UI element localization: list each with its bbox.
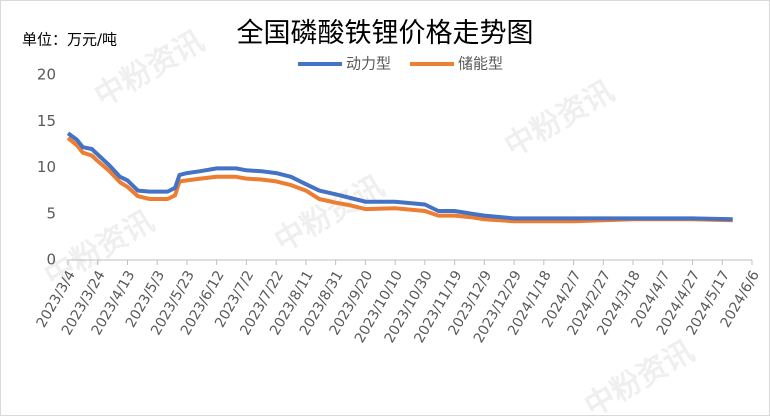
legend-label: 动力型 — [346, 55, 391, 73]
y-tick-label: 20 — [37, 66, 56, 84]
unit-label: 单位：万元/吨 — [22, 31, 117, 49]
y-tick-label: 15 — [37, 112, 56, 130]
line-series — [66, 131, 733, 222]
y-tick-label: 0 — [46, 251, 56, 269]
legend-label: 储能型 — [458, 55, 503, 73]
line-series — [66, 136, 733, 224]
chart-title: 全国磷酸铁锂价格走势图 — [237, 18, 534, 48]
y-tick-label: 5 — [46, 204, 56, 222]
y-tick-label: 10 — [37, 158, 56, 176]
